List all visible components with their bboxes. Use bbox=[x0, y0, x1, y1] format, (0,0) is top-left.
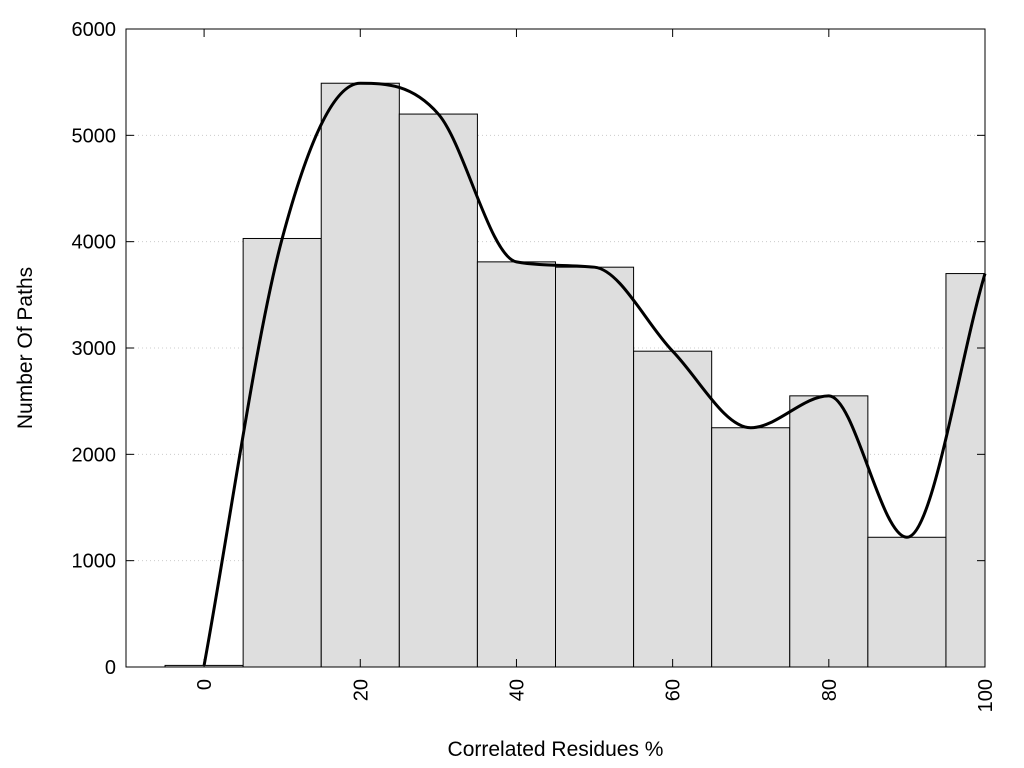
y-tick-label: 0 bbox=[105, 657, 116, 679]
x-tick-label: 0 bbox=[194, 679, 216, 690]
y-axis-ticks: 0 1000 2000 3000 4000 5000 6000 bbox=[72, 19, 985, 679]
x-tick-label: 60 bbox=[663, 679, 685, 701]
histogram-bar bbox=[633, 350, 713, 668]
y-tick-label: 4000 bbox=[72, 232, 117, 254]
y-tick-label: 1000 bbox=[72, 551, 117, 573]
histogram-bar bbox=[711, 427, 791, 668]
histogram-bars bbox=[164, 82, 986, 668]
histogram-bar bbox=[398, 113, 478, 668]
histogram-bar bbox=[867, 536, 947, 668]
histogram-bar bbox=[320, 82, 400, 668]
curve-line bbox=[202, 81, 987, 666]
x-tick-label: 100 bbox=[975, 679, 997, 712]
x-axis-ticks: 0 20 40 60 80 100 bbox=[194, 29, 997, 712]
y-axis-title: Number Of Paths bbox=[14, 267, 37, 429]
histogram-bar bbox=[789, 395, 869, 668]
histogram-bar bbox=[242, 237, 322, 668]
x-tick-label: 80 bbox=[819, 679, 841, 701]
x-tick-label: 20 bbox=[350, 679, 372, 701]
smoothed-curve bbox=[202, 81, 987, 666]
histogram-bar bbox=[476, 261, 556, 668]
y-tick-label: 6000 bbox=[72, 19, 117, 41]
y-tick-label: 3000 bbox=[72, 338, 117, 360]
histogram-bar bbox=[945, 273, 986, 668]
y-tick-label: 2000 bbox=[72, 444, 117, 466]
y-tick-label: 5000 bbox=[72, 125, 117, 147]
x-axis-title: Correlated Residues % bbox=[448, 738, 664, 761]
x-tick-label: 40 bbox=[506, 679, 528, 701]
histogram-bar bbox=[555, 266, 635, 668]
